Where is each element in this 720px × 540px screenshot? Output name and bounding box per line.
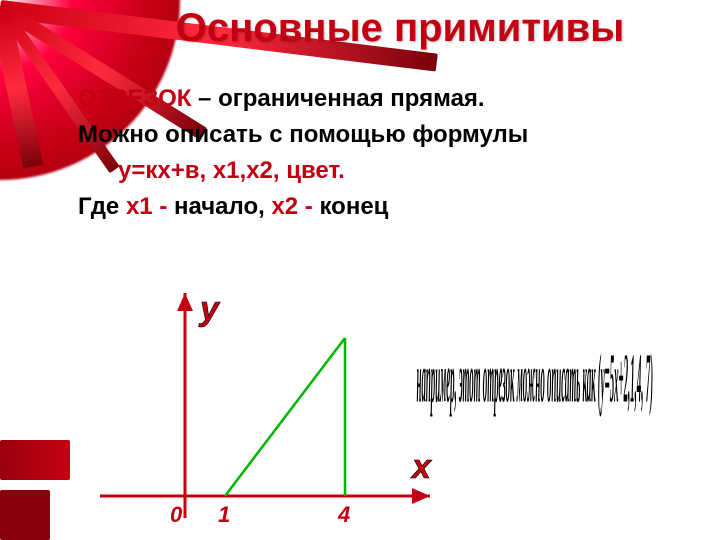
keyword-otrezok: ОТРЕЗОК — [78, 85, 191, 112]
line-1-rest: – ограниченная прямая. — [191, 85, 484, 112]
line-3-mid: начало, — [174, 193, 271, 220]
page-title: Основные примитивы — [100, 6, 700, 51]
slide: Основные примитивы ОТРЕЗОК – ограниченна… — [0, 0, 720, 540]
body-text: ОТРЕЗОК – ограниченная прямая. Можно опи… — [78, 84, 688, 228]
tick-0: 0 — [170, 502, 183, 527]
segment-line — [225, 338, 345, 496]
stripe-6 — [0, 490, 50, 540]
y-axis-label: у — [198, 290, 221, 328]
line-2a: Можно описать с помощью формулы — [78, 120, 688, 150]
line-3-end: конец — [319, 193, 388, 220]
line-3a: Где — [78, 193, 126, 220]
stripe-5 — [0, 440, 70, 480]
example-text-box: например, этот отрезок можно описать как… — [380, 280, 690, 480]
line-2b: у=кх+в, х1,х2, цвет. — [78, 156, 688, 186]
formula: у=кх+в, х1,х2, цвет. — [118, 157, 345, 184]
example-text: например, этот отрезок можно описать как… — [417, 340, 654, 421]
tick-1: 1 — [218, 502, 230, 527]
x-axis-arrow-icon — [412, 488, 430, 504]
y-axis-arrow-icon — [177, 293, 193, 311]
line-1: ОТРЕЗОК – ограниченная прямая. — [78, 84, 688, 114]
line-3: Где х1 - начало, х2 - конец — [78, 192, 688, 222]
x1-label: х1 - — [126, 193, 174, 220]
x2-label: х2 - — [271, 193, 319, 220]
tick-4: 4 — [337, 502, 350, 527]
